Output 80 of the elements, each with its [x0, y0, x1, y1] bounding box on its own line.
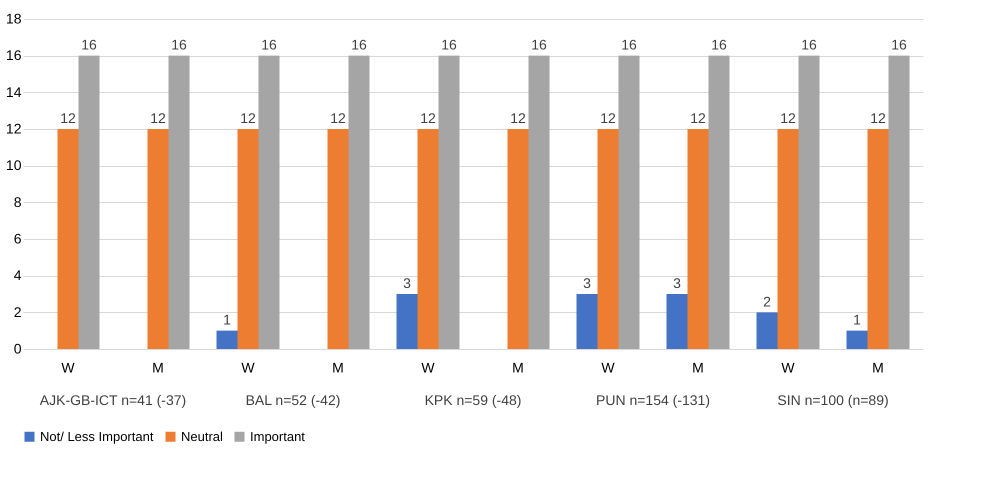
bar: [778, 129, 798, 349]
bar: [348, 56, 370, 349]
legend-label: Important: [250, 428, 306, 444]
y-tick-label: 16: [6, 47, 22, 64]
bar: [238, 129, 258, 349]
bar: [846, 330, 868, 349]
y-tick-label: 4: [14, 267, 22, 284]
x-tick-label: M: [692, 360, 704, 376]
x-tick-label: M: [332, 360, 344, 376]
bar: [576, 294, 598, 349]
bar: [888, 56, 910, 349]
data-label: 16: [891, 36, 907, 53]
bar: [328, 129, 348, 349]
data-label: 12: [780, 110, 796, 126]
x-tick-label: W: [241, 360, 256, 376]
y-tick-label: 8: [14, 194, 22, 210]
bar: [528, 56, 550, 349]
text: PUN n=154 (-131): [596, 392, 710, 408]
data-label: 16: [531, 36, 547, 53]
data-label: 12: [150, 110, 166, 126]
x-tick-label: M: [872, 360, 884, 376]
data-label: 16: [261, 36, 277, 53]
y-tick-label: 0: [14, 340, 22, 356]
y-tick-label: 10: [6, 157, 22, 174]
bar: [438, 56, 460, 349]
bar: [148, 129, 168, 349]
data-label: 12: [240, 110, 256, 126]
y-tick-label: 12: [6, 120, 22, 136]
x-tick-label: W: [601, 360, 616, 376]
data-label: 12: [690, 110, 706, 126]
data-label: 16: [81, 36, 97, 53]
data-label: 16: [801, 36, 817, 53]
data-label: 16: [351, 36, 367, 53]
data-label: 12: [420, 110, 436, 126]
data-label: 1: [223, 312, 232, 328]
y-tick-label: 2: [14, 304, 22, 320]
bar: [618, 56, 640, 349]
bar: [708, 56, 730, 349]
x-tick-label: M: [512, 360, 524, 376]
data-label: 12: [330, 110, 346, 126]
data-label: 12: [870, 110, 886, 126]
bar: [58, 129, 78, 349]
bar: [168, 56, 190, 349]
y-tick-label: 6: [14, 230, 22, 246]
y-tick-label: 18: [6, 10, 22, 26]
text: BAL n=52 (-42): [246, 392, 340, 408]
text: KPK n=59 (-48): [424, 392, 522, 408]
bar: [396, 294, 418, 349]
data-label: 16: [621, 36, 637, 53]
x-tick-label: M: [152, 360, 164, 376]
data-label: 16: [441, 36, 457, 53]
bar: [78, 56, 100, 349]
x-tick-label: W: [781, 360, 796, 376]
data-label: 1: [853, 312, 862, 328]
data-label: 3: [583, 275, 592, 291]
data-label: 16: [171, 36, 187, 53]
text: AJK-GB-ICT n=41 (-37): [40, 392, 186, 408]
bar: [798, 56, 820, 349]
bar: [868, 129, 888, 349]
legend-label: Not/ Less Important: [40, 428, 154, 444]
data-label: 12: [60, 110, 76, 126]
bar: [418, 129, 438, 349]
bar: [756, 312, 778, 349]
data-label: 16: [711, 36, 727, 53]
legend-label: Neutral: [181, 428, 224, 444]
data-label: 3: [673, 275, 682, 291]
x-tick-label: W: [61, 360, 76, 376]
data-label: 2: [763, 293, 772, 310]
data-label: 12: [510, 110, 526, 126]
data-label: 12: [600, 110, 616, 126]
bar: [508, 129, 528, 349]
text: SIN n=100 (n=89): [777, 392, 889, 408]
bar: [258, 56, 280, 349]
bar: [216, 330, 238, 349]
bar: [598, 129, 618, 349]
bar: [688, 129, 708, 349]
x-tick-label: W: [421, 360, 436, 376]
data-label: 3: [403, 275, 412, 291]
bar: [666, 294, 688, 349]
y-tick-label: 14: [6, 84, 22, 100]
